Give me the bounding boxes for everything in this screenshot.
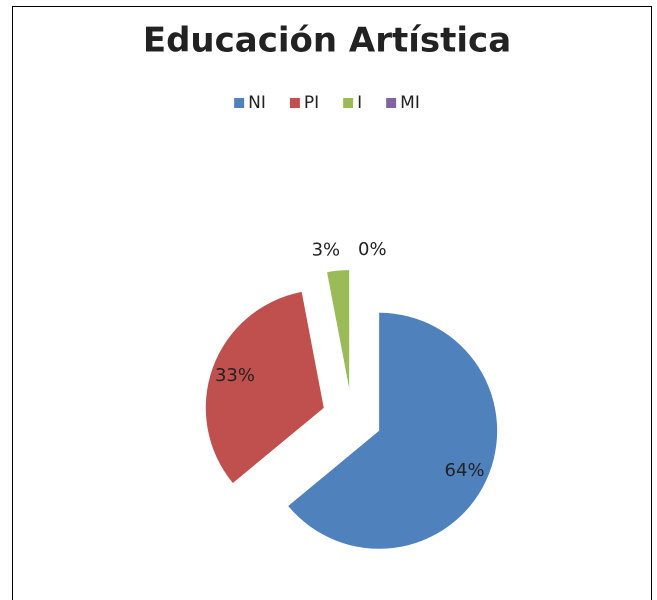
legend-label: MI: [400, 93, 420, 113]
data-label: 64%: [445, 460, 485, 481]
legend-label: NI: [248, 93, 266, 113]
pie-slice: [288, 312, 498, 549]
pie-slice: [205, 291, 324, 484]
data-label: 0%: [358, 239, 387, 260]
legend-swatch: [386, 98, 397, 108]
pie-slice: [327, 270, 350, 389]
chart-title: Educación Artística: [143, 21, 511, 61]
legend-swatch: [234, 98, 245, 108]
legend-label: PI: [304, 93, 319, 113]
data-label: 33%: [215, 365, 255, 386]
legend-label: I: [357, 93, 362, 113]
data-label: 3%: [312, 240, 341, 261]
legend-swatch: [343, 98, 354, 108]
legend-swatch: [289, 98, 300, 108]
